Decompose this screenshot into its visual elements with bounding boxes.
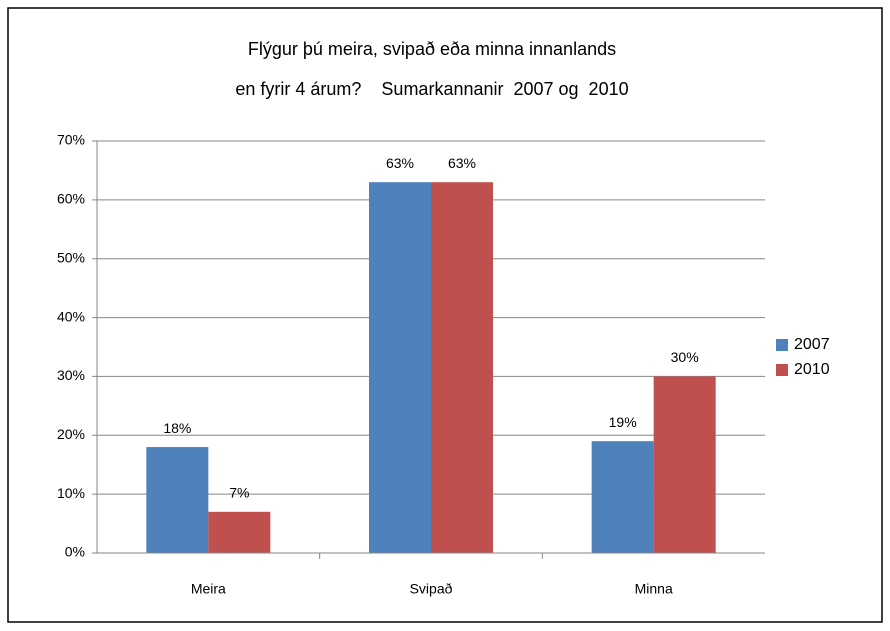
bar	[208, 511, 271, 553]
y-tick-label: 20%	[57, 426, 85, 442]
y-tick-label: 50%	[57, 249, 85, 265]
bar	[653, 376, 716, 553]
bar	[431, 182, 493, 553]
bar	[146, 447, 209, 553]
y-tick-label: 40%	[57, 308, 85, 324]
x-tick-label: Svipað	[410, 581, 453, 597]
bar	[369, 182, 431, 553]
x-tick-label: Minna	[635, 581, 673, 597]
data-label: 63%	[448, 155, 476, 171]
data-label: 63%	[386, 155, 414, 171]
legend-swatch	[776, 364, 788, 376]
legend-swatch	[776, 339, 788, 351]
y-tick-label: 60%	[57, 191, 85, 207]
legend-label: 2007	[794, 336, 830, 353]
x-tick-label: Meira	[191, 581, 226, 597]
y-tick-label: 10%	[57, 485, 85, 501]
y-tick-label: 70%	[57, 132, 85, 148]
y-tick-label: 30%	[57, 367, 85, 383]
chart-title: Flýgur þú meira, svipað eða minna innanl…	[248, 39, 616, 59]
data-label: 19%	[609, 414, 637, 430]
chart-title: en fyrir 4 árum? Sumarkannanir 2007 og 2…	[235, 79, 628, 99]
data-label: 30%	[671, 349, 699, 365]
legend-label: 2010	[794, 361, 830, 378]
bar	[591, 441, 654, 553]
data-label: 7%	[229, 485, 249, 501]
y-tick-label: 0%	[65, 544, 85, 560]
data-label: 18%	[163, 420, 191, 436]
